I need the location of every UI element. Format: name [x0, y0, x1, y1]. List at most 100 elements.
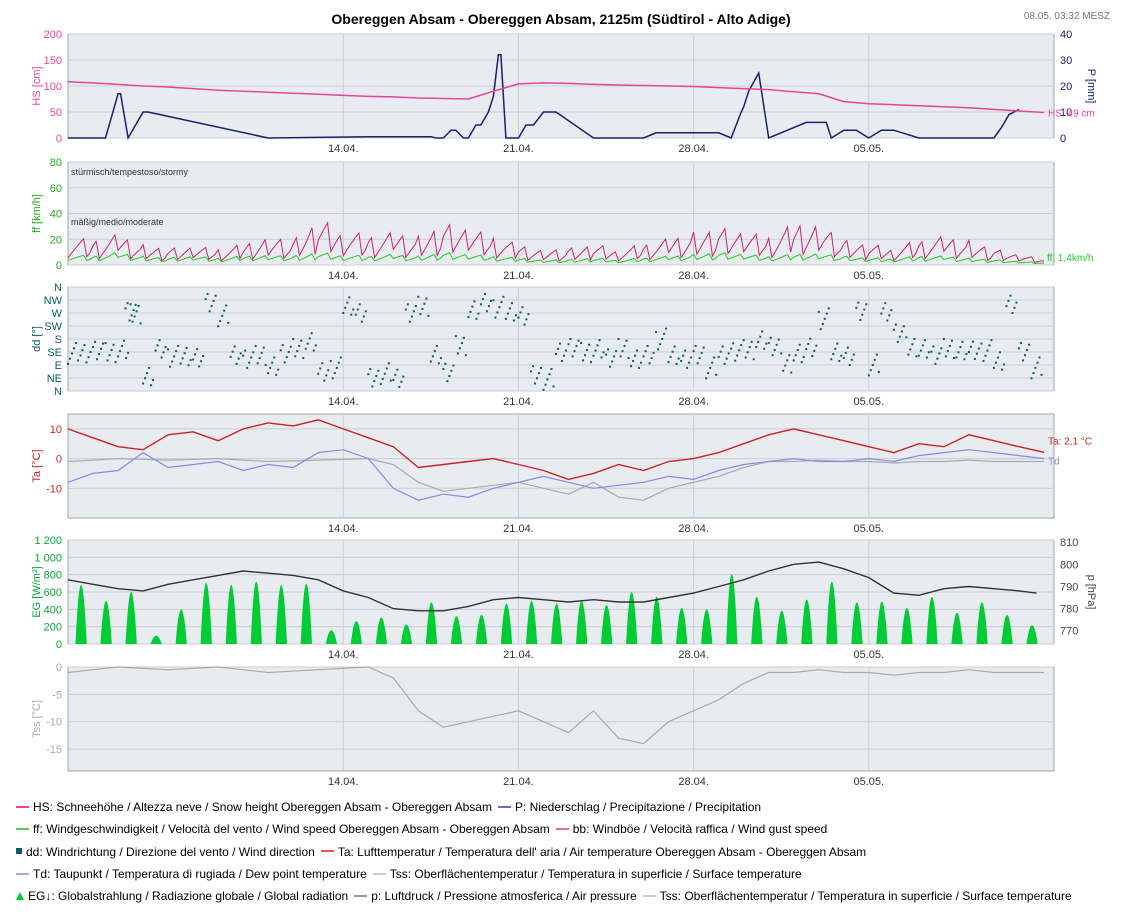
scatter-point-dd — [561, 359, 564, 362]
legend-text: P: Niederschlag / Precipitazione / Preci… — [514, 800, 762, 814]
scatter-point-dd — [877, 370, 880, 373]
scatter-point-dd — [544, 383, 547, 386]
y2-tick-label: 30 — [1060, 55, 1072, 67]
legend-item: Tss: Oberflächentemperatur / Temperatura… — [642, 889, 1072, 904]
scatter-point-dd — [642, 355, 645, 358]
scatter-point-dd — [179, 362, 182, 365]
scatter-point-dd — [173, 355, 176, 358]
scatter-point-dd — [975, 352, 978, 355]
scatter-point-dd — [780, 352, 783, 355]
scatter-point-dd — [444, 362, 447, 365]
scatter-point-dd — [855, 306, 858, 309]
radiation-day-area — [776, 610, 788, 644]
scatter-point-dd — [256, 362, 259, 365]
scatter-point-dd — [980, 342, 983, 345]
scatter-point-dd — [102, 342, 105, 345]
scatter-point-dd — [619, 355, 622, 358]
scatter-point-dd — [554, 353, 557, 356]
scatter-point-dd — [214, 294, 217, 297]
scatter-point-dd — [81, 349, 84, 352]
scatter-point-dd — [915, 355, 918, 358]
scatter-point-dd — [859, 318, 862, 321]
y-tick-label: -5 — [52, 689, 62, 701]
scatter-point-dd — [439, 357, 442, 360]
scatter-point-dd — [364, 310, 367, 313]
scatter-point-dd — [496, 311, 499, 314]
scatter-point-dd — [396, 368, 399, 371]
scatter-point-dd — [848, 364, 851, 366]
series-line-p — [67, 561, 1037, 612]
x-tick-label: 21.04. — [503, 649, 534, 661]
scatter-point-dd — [469, 310, 472, 313]
scatter-point-dd — [369, 368, 372, 371]
x-tick-label: 28.04. — [678, 649, 709, 661]
y-tick-label: 10 — [50, 424, 62, 436]
scatter-point-dd — [331, 377, 334, 380]
radiation-day-area — [876, 601, 888, 644]
scatter-point-dd — [763, 347, 766, 350]
x-tick-label: 28.04. — [678, 396, 709, 408]
scatter-point-dd — [119, 350, 122, 353]
scatter-point-dd — [1032, 372, 1035, 375]
scatter-point-dd — [667, 361, 670, 364]
scatter-point-dd — [208, 310, 211, 313]
legend-swatch-icon — [320, 850, 334, 853]
scatter-point-dd — [154, 349, 157, 352]
scatter-point-dd — [381, 377, 384, 380]
scatter-point-dd — [517, 316, 520, 319]
legend-text: Tss: Oberflächentemperatur / Temperatura… — [659, 889, 1072, 904]
scatter-point-dd — [1019, 342, 1022, 345]
legend-item: dd: Windrichtung / Direzione del vento /… — [16, 845, 315, 859]
legend-swatch-icon — [16, 828, 29, 831]
legend-row: HS: Schneehöhe / Altezza neve / Snow hei… — [16, 800, 1116, 822]
scatter-point-dd — [1017, 347, 1020, 350]
scatter-point-dd — [1027, 343, 1030, 346]
scatter-point-dd — [389, 379, 392, 382]
scatter-point-dd — [237, 357, 240, 360]
scatter-point-dd — [219, 320, 222, 323]
radiation-day-area — [901, 607, 913, 644]
scatter-point-dd — [552, 385, 555, 388]
series-line-Tss — [67, 666, 1044, 745]
scatter-point-dd — [684, 349, 687, 352]
scatter-point-dd — [923, 339, 926, 342]
scatter-point-dd — [539, 366, 542, 369]
scatter-point-dd — [229, 355, 232, 358]
scatter-point-dd — [777, 338, 780, 341]
scatter-point-dd — [984, 354, 987, 357]
legend-swatch-icon — [16, 805, 29, 808]
series-line-ff — [67, 252, 1045, 265]
y-tick-label: 0 — [56, 662, 62, 674]
legend-item: Tss: Oberflächentemperatur / Temperatura… — [372, 867, 802, 881]
scatter-point-dd — [410, 315, 413, 318]
scatter-point-dd — [986, 349, 989, 352]
scatter-point-dd — [577, 339, 580, 342]
scatter-point-dd — [233, 345, 236, 348]
scatter-point-dd — [308, 337, 311, 340]
scatter-point-dd — [790, 371, 793, 374]
legend-text: dd: Windrichtung / Direzione del vento /… — [26, 844, 315, 859]
scatter-point-dd — [767, 342, 770, 345]
scatter-point-dd — [521, 306, 524, 309]
x-tick-label: 21.04. — [503, 396, 534, 408]
scatter-point-dd — [196, 348, 199, 351]
scatter-point-dd — [177, 344, 180, 347]
scatter-point-dd — [636, 349, 639, 352]
scatter-point-dd — [458, 347, 461, 350]
scatter-point-dd — [715, 373, 718, 376]
scatter-point-dd — [696, 362, 699, 365]
scatter-point-dd — [615, 350, 618, 353]
scatter-point-dd — [957, 351, 960, 354]
scatter-point-dd — [414, 305, 417, 308]
scatter-point-dd — [73, 347, 76, 350]
scatter-point-dd — [404, 308, 407, 311]
scatter-point-dd — [784, 364, 787, 367]
scatter-point-dd — [310, 332, 313, 335]
y-tick-label: N — [54, 282, 62, 294]
scatter-point-dd — [335, 366, 338, 369]
x-tick-label: 21.04. — [503, 270, 534, 282]
y-tick-label: 0 — [56, 260, 62, 272]
y-tick-label: 20 — [50, 234, 62, 246]
scatter-point-dd — [94, 340, 97, 343]
scatter-point-dd — [130, 314, 133, 317]
